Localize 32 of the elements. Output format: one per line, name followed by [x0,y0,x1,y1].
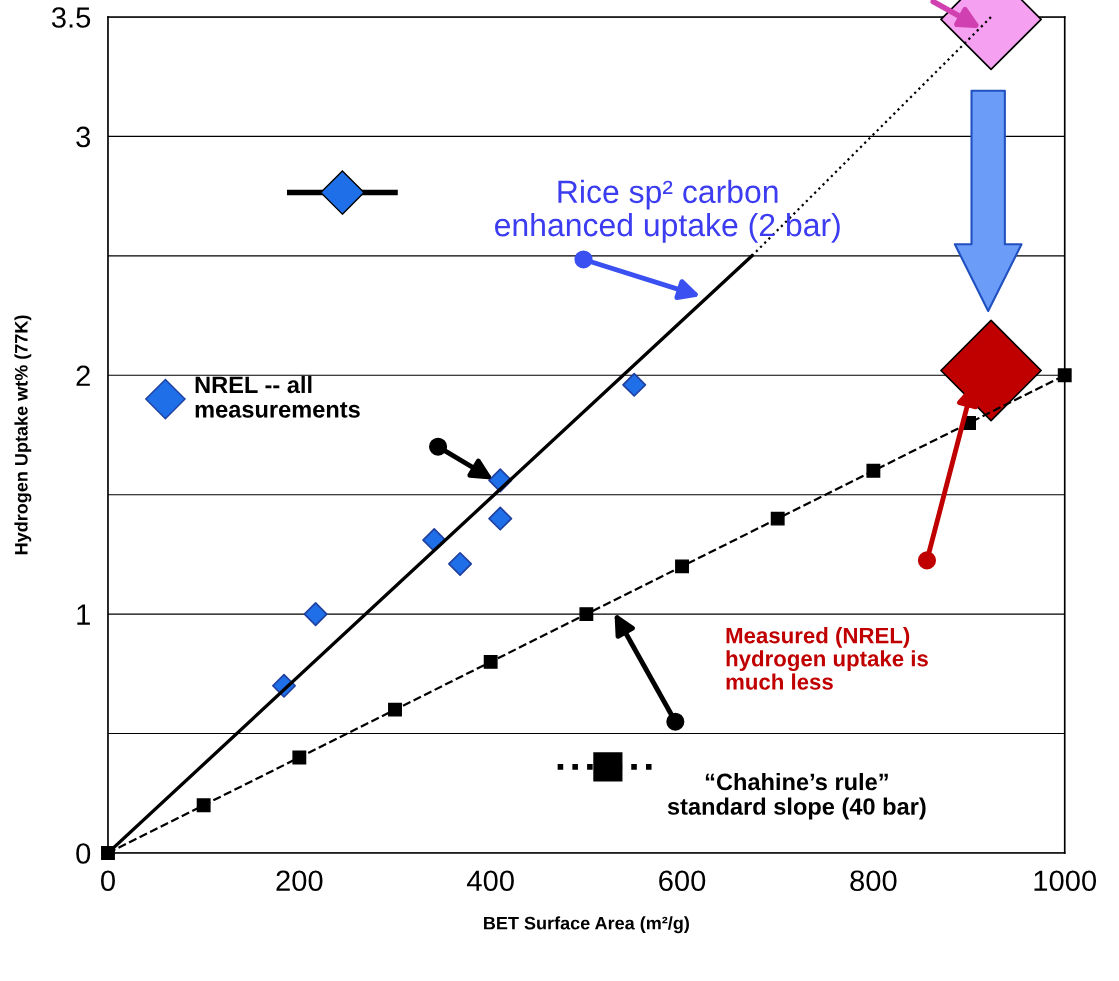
annotation: “Chahine’s rule” standard slope (40 bar) [667,772,926,820]
x-tick-label: 200 [276,870,323,892]
point [675,559,689,574]
point [196,798,211,813]
y-tick-label: 3 [76,126,91,148]
point [101,846,115,860]
y-axis-title: Hydrogen Uptake wt% (77K) [14,315,32,555]
point [488,506,513,531]
point [448,551,473,576]
point [292,750,307,765]
point [483,654,498,669]
annotation: Rice sp² carbon enhanced uptake (2 bar) [495,179,840,243]
point [1057,368,1072,383]
point [303,602,328,627]
y-tick-label: 3.5 [51,7,91,28]
annotation: NREL -- all measurements [195,375,360,418]
x-tick-label: 800 [850,870,897,892]
point [866,463,881,478]
y-tick-label: 2 [76,365,90,386]
annotation: Measured (NREL) hydrogen uptake is much less [726,627,928,690]
x-tick-label: 0 [101,870,115,892]
point [770,511,785,526]
x-tick-label: 1000 [1034,870,1097,892]
point [622,372,647,397]
y-tick-label: 1 [77,604,90,625]
x-tick-label: 400 [467,870,514,892]
point [940,319,1042,422]
x-axis-title: BET Surface Area (m²/g) [484,916,689,934]
point [579,607,594,622]
x-tick-label: 600 [659,870,706,892]
point [388,702,402,717]
y-tick-label: 0 [76,843,91,864]
